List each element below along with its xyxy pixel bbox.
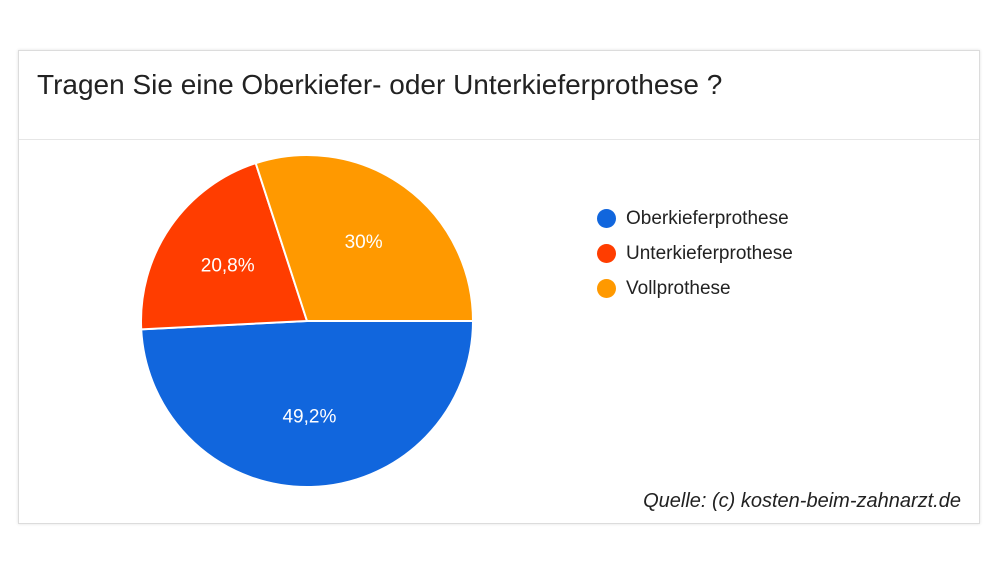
chart-title: Tragen Sie eine Oberkiefer- oder Unterki… bbox=[37, 69, 723, 100]
pie-label-vollprothese: 30% bbox=[345, 232, 383, 253]
legend-swatch-vollprothese bbox=[597, 279, 616, 298]
chart-legend: Oberkieferprothese Unterkieferprothese V… bbox=[597, 201, 793, 306]
title-divider bbox=[19, 139, 979, 140]
legend-item-oberkieferprothese[interactable]: Oberkieferprothese bbox=[597, 201, 793, 236]
legend-label-vollprothese: Vollprothese bbox=[626, 277, 731, 299]
legend-item-unterkieferprothese[interactable]: Unterkieferprothese bbox=[597, 236, 793, 271]
pie-label-oberkieferprothese: 49,2% bbox=[282, 406, 336, 427]
legend-label-unterkieferprothese: Unterkieferprothese bbox=[626, 242, 793, 264]
pie-slice-oberkieferprothese[interactable] bbox=[140, 320, 475, 488]
pie-chart: 49,2% 20,8% 30% bbox=[140, 154, 475, 488]
source-credit: Quelle: (c) kosten-beim-zahnarzt.de bbox=[643, 490, 961, 512]
legend-item-vollprothese[interactable]: Vollprothese bbox=[597, 271, 793, 306]
legend-swatch-oberkieferprothese bbox=[597, 209, 616, 228]
legend-label-oberkieferprothese: Oberkieferprothese bbox=[626, 207, 789, 229]
pie-slice-unterkieferprothese[interactable] bbox=[140, 161, 309, 331]
chart-card: Tragen Sie eine Oberkiefer- oder Unterki… bbox=[18, 50, 980, 524]
legend-swatch-unterkieferprothese bbox=[597, 244, 616, 263]
pie-slice-vollprothese[interactable] bbox=[254, 154, 475, 322]
pie-label-unterkieferprothese: 20,8% bbox=[201, 255, 255, 276]
